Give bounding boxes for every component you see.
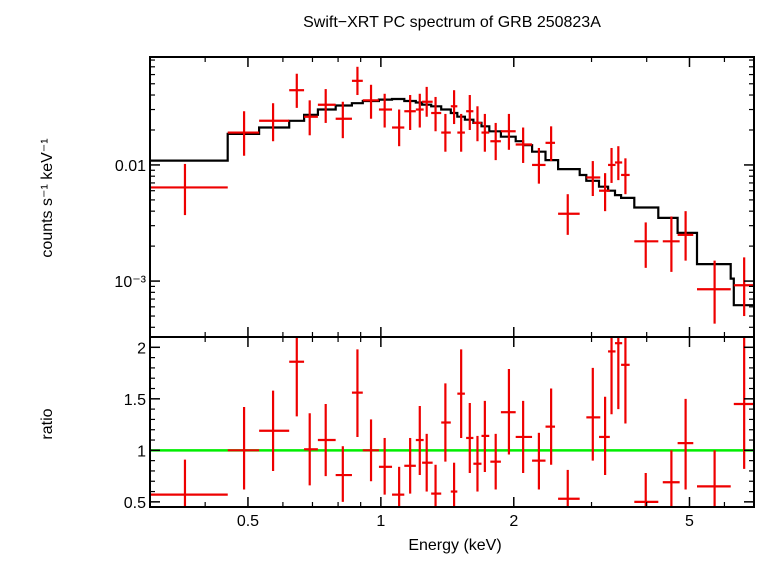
chart-title: Swift−XRT PC spectrum of GRB 250823A [303, 14, 601, 31]
x-tick-label-0: 0.5 [237, 513, 259, 530]
ratio-frame [149, 336, 755, 508]
ratio-y-tick-label-1: 1 [137, 443, 146, 460]
spectrum-y-tick-label-1: 10⁻³ [114, 274, 146, 291]
model-curve [150, 97, 754, 307]
spectrum-frame [149, 56, 755, 338]
plot-layer: 0.5 1 2 5 0.01 10⁻³ 0.5 1 1.5 2 [114, 56, 755, 530]
x-axis-label: Energy (keV) [408, 537, 501, 554]
ratio-y-tick-label-0: 0.5 [124, 495, 146, 512]
x-tick-label-3: 5 [685, 513, 694, 530]
spectrum-y-label: counts s⁻¹ keV⁻¹ [39, 138, 56, 257]
ratio-y-tick-label-3: 2 [137, 340, 146, 357]
spectrum-y-tick-label-0: 0.01 [115, 158, 146, 175]
ratio-y-label: ratio [39, 408, 56, 439]
x-tick-label-1: 1 [376, 513, 385, 530]
ratio-y-tick-label-2: 1.5 [124, 392, 146, 409]
x-tick-label-2: 2 [509, 513, 518, 530]
